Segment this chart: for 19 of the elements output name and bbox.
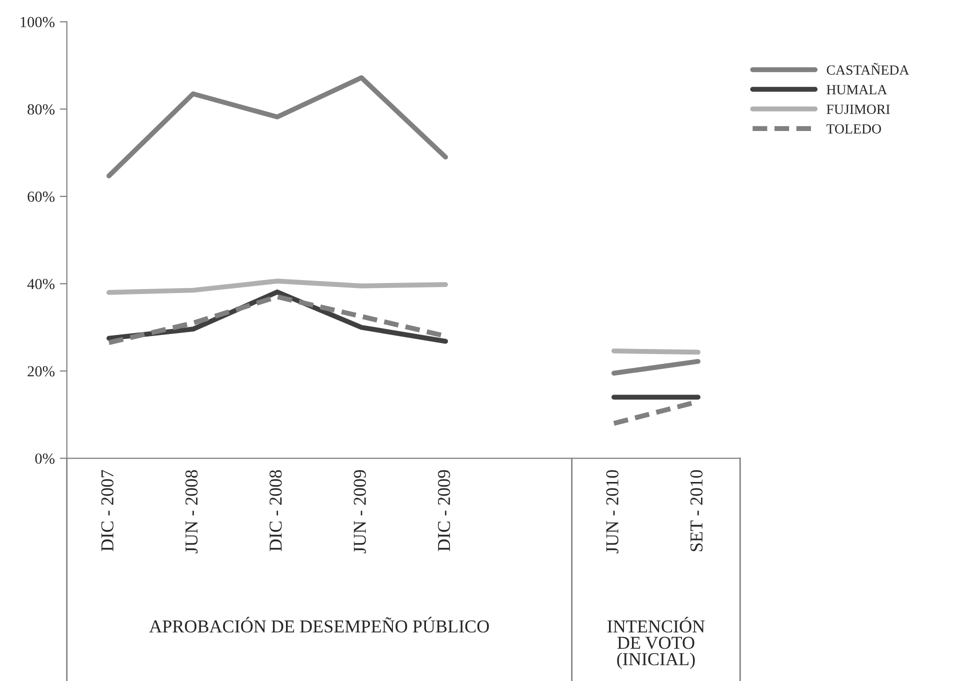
y-tick-label: 100%	[20, 16, 55, 28]
y-tick-label: 60%	[28, 192, 55, 202]
legend-label: HUMALA	[826, 85, 888, 94]
x-tick-label: DIC - 2008	[270, 470, 282, 552]
x-tick-label: JUN - 2010	[606, 470, 618, 554]
x-tick-label: JUN - 2009	[354, 470, 366, 554]
legend-label: CASTAÑEDA	[826, 62, 910, 75]
text: APROBACIÓN DE DESEMPEÑO PÚBLICO	[149, 616, 489, 633]
x-tick-label: DIC - 2007	[101, 470, 114, 552]
x-tick-label: JUN - 2008	[185, 470, 198, 554]
y-tick-label: 80%	[28, 104, 55, 115]
x-tick-label: SET - 2010	[690, 470, 703, 552]
y-tick-label: 40%	[27, 278, 55, 290]
y-tick-label: 20%	[28, 366, 55, 377]
legend-label: FUJIMORI	[826, 104, 890, 114]
y-tick-label: 0%	[35, 453, 55, 464]
x-tick-label: DIC - 2009	[438, 470, 450, 552]
legend-label: TOLEDO	[826, 124, 881, 134]
text: INTENCIÓN DE VOTO (INICIAL)	[607, 616, 705, 669]
